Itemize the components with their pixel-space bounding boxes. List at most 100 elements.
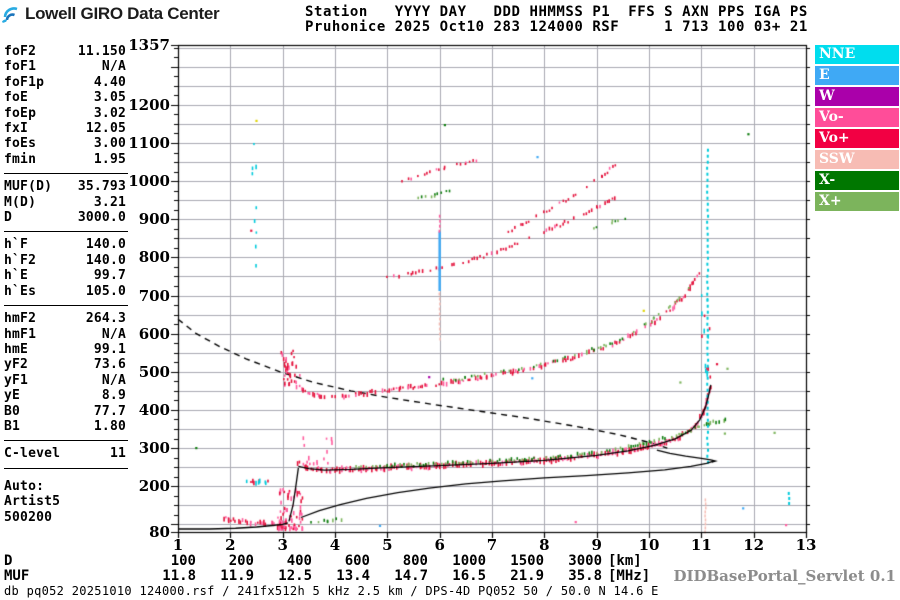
- param-value: 3.21: [93, 194, 126, 210]
- legend-item-vo: Vo-: [815, 108, 899, 127]
- param-row-hmf2: hmF2 264.3: [4, 311, 128, 326]
- foot-cell: 21.9: [510, 568, 544, 584]
- foot-cell: 12.5: [278, 568, 312, 584]
- x-tick-label: 11: [690, 536, 712, 554]
- x-tick-label: 13: [795, 536, 817, 554]
- x-tick-label: 5: [382, 536, 393, 554]
- direction-legend: NNE E W Vo- Vo+ SSW X- X+: [815, 45, 899, 213]
- param-label: yF2: [4, 357, 29, 373]
- d-row-unit: [km]: [608, 553, 642, 569]
- param-label: yF1: [4, 372, 29, 388]
- param-label: M(D): [4, 194, 37, 210]
- param-label: h`F: [4, 237, 29, 253]
- param-label: B1: [4, 418, 21, 434]
- param-value: 1.80: [93, 418, 126, 434]
- foot-cell: 100: [170, 553, 196, 569]
- scaled-parameters-panel: foF2 11.150 foF1 N/A foF1p 4.40 foE 3.05 foEp 3.0…: [4, 44, 128, 526]
- param-value: 8.9: [101, 388, 126, 404]
- param-row-b1: B1 1.80: [4, 419, 128, 434]
- y-tick-label: 1200: [128, 95, 170, 114]
- foot-cell: 11.8: [162, 568, 196, 584]
- param-row-d: D 3000.0: [4, 210, 128, 225]
- foot-cell: 35.8: [568, 568, 602, 584]
- foot-cell: 11.9: [220, 568, 254, 584]
- distance-row: D 100 200 400 600 800 1000 1500 3000 [km]: [0, 553, 900, 569]
- foot-cell: 1000: [452, 553, 486, 569]
- param-value: 4.40: [93, 74, 126, 90]
- param-label: foF1p: [4, 74, 45, 90]
- param-label: MUF(D): [4, 179, 53, 195]
- param-value: N/A: [101, 326, 126, 342]
- x-tick-label: 3: [277, 536, 288, 554]
- param-row-yf1: yF1 N/A: [4, 373, 128, 388]
- foot-cell: 600: [344, 553, 370, 569]
- foot-cell: 3000: [568, 553, 602, 569]
- y-tick-label: 80: [149, 523, 170, 541]
- param-row-foes: foEs 3.00: [4, 136, 128, 151]
- param-label: hmF2: [4, 311, 37, 327]
- param-row-clevel: C-level 11: [4, 446, 128, 461]
- param-row-ye: yE 8.9: [4, 388, 128, 403]
- param-label: fxI: [4, 121, 29, 137]
- foot-cell: 13.4: [336, 568, 370, 584]
- param-row-he: h`E 99.7: [4, 268, 128, 283]
- param-row-hf2: h`F2 140.0: [4, 253, 128, 268]
- muf-row-label: MUF: [4, 568, 30, 584]
- legend-item-e: E: [815, 66, 899, 85]
- legend-item-vo: Vo+: [815, 129, 899, 148]
- param-row-fmin: fmin 1.95: [4, 152, 128, 167]
- param-label: fmin: [4, 151, 37, 167]
- y-tick-label: 900: [138, 210, 170, 229]
- param-value: 264.3: [85, 311, 126, 327]
- param-value: 77.7: [93, 403, 126, 419]
- logo-text: Lowell GIRO Data Center: [25, 4, 220, 23]
- x-tick-label: 9: [591, 536, 602, 554]
- param-value: 99.7: [93, 268, 126, 284]
- param-label: B0: [4, 403, 21, 419]
- station-header: Station YYYY DAY DDD HHMMSS P1 FFS S AXN…: [305, 5, 808, 35]
- param-value: 99.1: [93, 341, 126, 357]
- lowell-giro-logo: Lowell GIRO Data Center: [2, 2, 220, 26]
- param-label: foF1: [4, 59, 37, 75]
- param-row-foe: foE 3.05: [4, 90, 128, 105]
- param-row-hme: hmE 99.1: [4, 342, 128, 357]
- param-value: 1.95: [93, 151, 126, 167]
- x-tick-label: 4: [329, 536, 341, 554]
- y-tick-label: 400: [138, 400, 170, 419]
- y-tick-label: 700: [138, 286, 170, 305]
- d-row-label: D: [4, 553, 13, 569]
- auto-info-line: 500200: [4, 509, 53, 525]
- header-columns-line: Station YYYY DAY DDD HHMMSS P1 FFS S AXN…: [305, 4, 808, 20]
- param-row-b0: B0 77.7: [4, 404, 128, 419]
- legend-item-w: W: [815, 87, 899, 106]
- legend-item-x: X-: [815, 171, 899, 190]
- foot-cell: 800: [402, 553, 428, 569]
- x-tick-label: 2: [225, 536, 236, 554]
- wave-icon: [2, 7, 18, 24]
- param-row-yf2: yF2 73.6: [4, 357, 128, 372]
- x-tick-label: 6: [434, 536, 445, 554]
- panel-divider: [4, 467, 128, 469]
- x-tick-label: 12: [743, 536, 765, 554]
- param-label: D: [4, 210, 13, 226]
- param-label: yE: [4, 388, 21, 404]
- param-label: hmF1: [4, 326, 37, 342]
- param-row-fof1: foF1 N/A: [4, 59, 128, 74]
- auto-info-line: Artist5: [4, 494, 61, 510]
- param-value: 73.6: [93, 357, 126, 373]
- param-label: foE: [4, 90, 29, 106]
- y-tick-label: 600: [138, 324, 170, 343]
- autoscaling-info: Auto: Artist5 500200: [4, 479, 128, 526]
- param-label: foEp: [4, 105, 37, 121]
- servlet-version-label: DIDBasePortal_Servlet 0.1: [673, 567, 896, 585]
- param-value: N/A: [101, 59, 126, 75]
- param-row-fof1p: foF1p 4.40: [4, 75, 128, 90]
- param-row-mufd: MUF(D) 35.793: [4, 179, 128, 194]
- param-label: C-level: [4, 446, 61, 462]
- auto-info-line: Auto:: [4, 478, 45, 494]
- foot-cell: 14.7: [394, 568, 428, 584]
- param-value: 140.0: [85, 252, 126, 268]
- param-value: 11: [109, 446, 126, 462]
- foot-cell: 16.5: [452, 568, 486, 584]
